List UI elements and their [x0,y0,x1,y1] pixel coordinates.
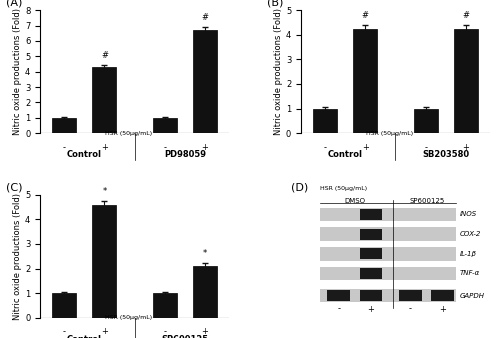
Text: -: - [337,305,340,314]
Bar [152,293,177,318]
Text: #: # [101,51,108,60]
Y-axis label: Nitric oxide productions (Fold): Nitric oxide productions (Fold) [274,8,283,135]
Text: iNOS: iNOS [460,211,477,217]
Bar [360,248,382,259]
Text: HSR (50μg/mL): HSR (50μg/mL) [105,131,152,136]
Text: Control: Control [67,150,102,160]
Bar [320,267,456,280]
Bar [320,289,456,303]
Bar [193,266,217,318]
Text: #: # [202,13,208,22]
Bar [432,290,454,301]
Bar [313,108,337,133]
Text: SP600125: SP600125 [162,335,208,338]
Bar [399,290,422,301]
Text: HSR (50μg/mL): HSR (50μg/mL) [105,315,152,320]
Text: HSR (50μg/mL): HSR (50μg/mL) [320,186,367,191]
Bar [360,268,382,279]
Text: (A): (A) [6,0,22,8]
Text: DMSO: DMSO [344,198,366,204]
Bar [320,227,456,241]
Text: +: + [368,305,374,314]
Bar [360,228,382,240]
Text: COX-2: COX-2 [460,231,481,237]
Text: -: - [409,305,412,314]
Text: (C): (C) [6,183,22,193]
Text: +: + [440,305,446,314]
Text: Control: Control [328,150,362,160]
Text: (B): (B) [267,0,283,8]
Bar [414,108,438,133]
Y-axis label: Nitric oxide productions (Fold): Nitric oxide productions (Fold) [13,8,22,135]
Bar [360,209,382,220]
Text: *: * [203,249,207,258]
Bar [193,30,217,133]
Bar [52,293,76,318]
Bar [328,290,350,301]
Bar [92,67,116,133]
Bar [360,290,382,301]
Text: PD98059: PD98059 [164,150,206,160]
Text: SB203580: SB203580 [422,150,470,160]
Bar [152,118,177,133]
Bar [92,204,116,318]
Text: GAPDH: GAPDH [460,293,484,298]
Y-axis label: Nitric oxide productions (Fold): Nitric oxide productions (Fold) [13,193,22,320]
Bar [454,29,478,133]
Text: TNF-α: TNF-α [460,270,480,276]
Text: (D): (D) [292,183,308,193]
Bar [353,29,378,133]
Text: HSR (50μg/mL): HSR (50μg/mL) [366,131,413,136]
Text: #: # [462,11,469,20]
Text: Control: Control [67,335,102,338]
Text: SP600125: SP600125 [409,198,444,204]
Text: #: # [362,11,369,20]
Bar [52,118,76,133]
Text: IL-1β: IL-1β [460,251,476,257]
Bar [320,247,456,261]
Bar [320,208,456,221]
Text: *: * [102,187,106,196]
